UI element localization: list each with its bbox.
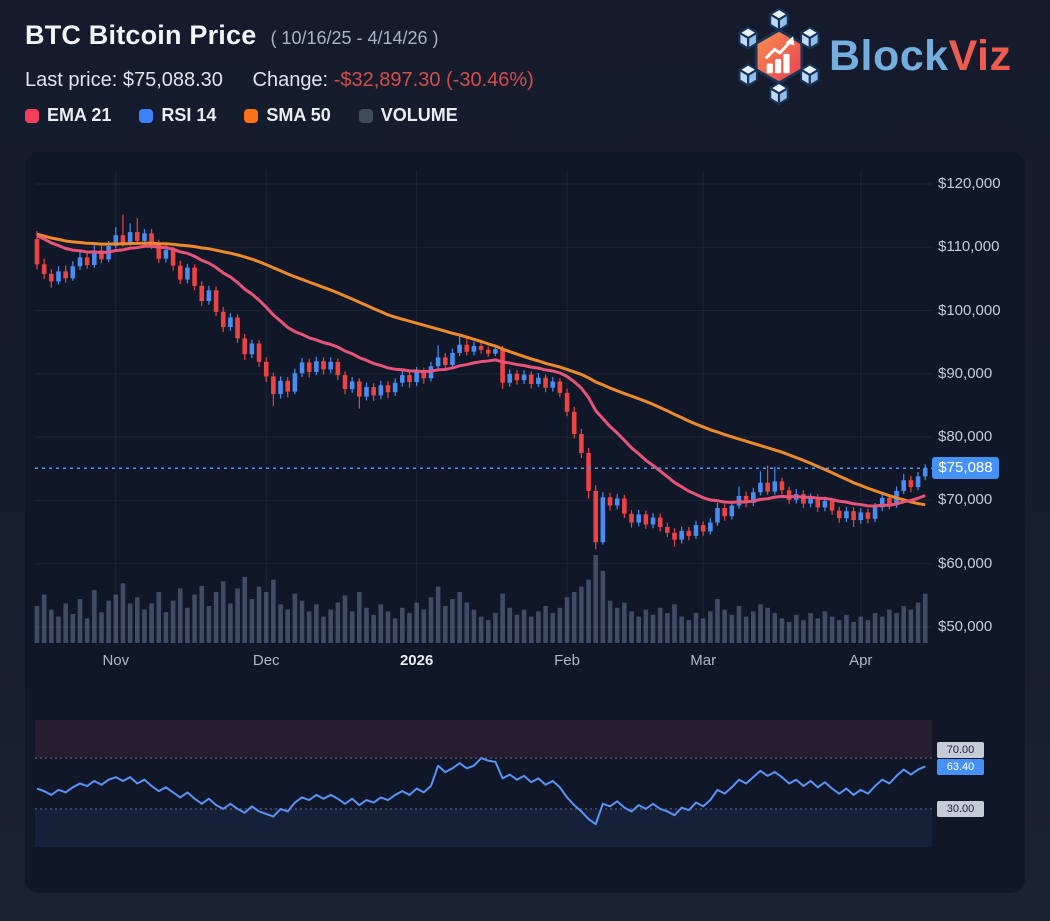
change-label: Change: — [252, 69, 329, 91]
legend-item-volume[interactable]: VOLUME — [358, 105, 458, 126]
last-price-label: Last price: — [25, 69, 118, 91]
legend-item-rsi14[interactable]: RSI 14 — [139, 105, 216, 126]
legend-label: EMA 21 — [47, 105, 112, 125]
date-range: ( 10/16/25 - 4/14/26 ) — [270, 28, 439, 48]
last-price-value: $75,088.30 — [122, 69, 223, 91]
sma50-marker-icon — [244, 108, 259, 123]
legend-label: SMA 50 — [266, 105, 331, 125]
blockviz-logo-icon — [738, 8, 820, 105]
ema21-marker-icon — [25, 108, 39, 123]
volume-marker-icon — [358, 108, 373, 123]
legend-label: RSI 14 — [161, 105, 217, 125]
legend: EMA 21 RSI 14 SMA 50 VOLUME — [25, 105, 486, 126]
legend-item-ema21[interactable]: EMA 21 — [25, 105, 111, 126]
brand-logo: BlockViz — [735, 8, 1011, 105]
legend-label: VOLUME — [380, 105, 458, 125]
change-value: -$32,897.30 (-30.46%) — [333, 69, 534, 91]
legend-item-sma50[interactable]: SMA 50 — [244, 105, 331, 126]
brand-name: BlockViz — [829, 32, 1012, 80]
page-title: BTC Bitcoin Price — [25, 20, 257, 50]
chart-card — [25, 152, 1025, 893]
rsi14-marker-icon — [139, 108, 154, 123]
